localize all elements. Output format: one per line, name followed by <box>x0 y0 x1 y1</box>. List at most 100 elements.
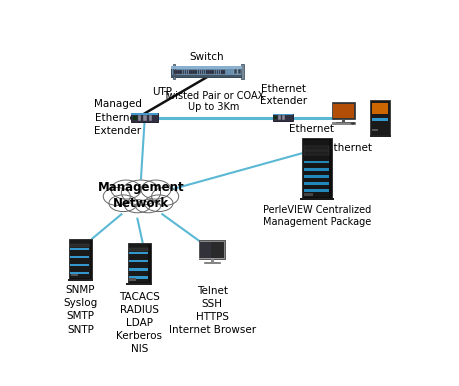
Bar <box>274 114 293 121</box>
Bar <box>304 151 329 154</box>
Bar <box>342 119 345 122</box>
Bar <box>200 242 211 258</box>
Bar <box>69 239 92 279</box>
Bar <box>129 278 136 281</box>
Bar <box>171 66 242 69</box>
Ellipse shape <box>351 122 355 124</box>
Text: SNMP
Syslog
SMTP
SNTP: SNMP Syslog SMTP SNTP <box>63 285 98 335</box>
Ellipse shape <box>145 195 173 212</box>
Ellipse shape <box>151 188 179 205</box>
Ellipse shape <box>111 180 141 199</box>
Bar <box>71 274 78 276</box>
Ellipse shape <box>125 200 150 213</box>
Bar <box>197 69 199 74</box>
Bar <box>171 75 242 77</box>
Bar <box>129 268 148 271</box>
Bar <box>278 115 281 120</box>
Bar <box>304 146 329 150</box>
Bar <box>129 248 148 251</box>
Bar <box>204 262 220 263</box>
Bar <box>208 69 210 74</box>
Bar <box>143 115 147 120</box>
Bar <box>129 276 148 279</box>
Bar <box>206 69 207 74</box>
Bar <box>204 69 206 74</box>
Bar <box>332 102 355 119</box>
Bar <box>215 69 216 74</box>
Text: Telnet
SSH
HTTPS
Internet Browser: Telnet SSH HTTPS Internet Browser <box>168 286 256 335</box>
Bar <box>185 69 186 74</box>
Bar <box>174 69 176 74</box>
Bar <box>332 122 355 124</box>
Bar <box>211 259 214 262</box>
Text: Switch: Switch <box>190 52 224 62</box>
Bar <box>221 69 223 74</box>
Bar <box>213 69 214 74</box>
Text: Ethernet: Ethernet <box>326 143 372 153</box>
Bar <box>304 193 313 196</box>
Bar <box>196 69 197 74</box>
Bar <box>369 135 391 137</box>
Ellipse shape <box>109 195 137 212</box>
Bar <box>191 69 193 74</box>
Bar <box>199 258 225 259</box>
Bar <box>219 69 220 74</box>
Bar <box>126 283 152 285</box>
Bar <box>238 69 241 74</box>
Bar <box>199 239 225 259</box>
Bar <box>274 116 277 119</box>
Bar <box>70 244 90 247</box>
Bar <box>70 264 90 266</box>
Bar <box>200 69 201 74</box>
Bar <box>138 115 141 120</box>
Bar <box>202 69 203 74</box>
Bar <box>304 182 329 185</box>
Bar <box>302 139 332 198</box>
Bar <box>333 105 354 119</box>
Bar <box>129 252 148 254</box>
Bar <box>303 140 329 197</box>
Text: UTP: UTP <box>152 87 172 97</box>
Bar <box>241 64 244 79</box>
Bar <box>180 69 182 74</box>
Bar <box>372 119 388 121</box>
Bar <box>304 190 329 192</box>
Bar <box>274 114 293 115</box>
Bar <box>336 122 352 123</box>
Bar <box>193 69 195 74</box>
Bar <box>210 69 212 74</box>
Bar <box>129 260 148 262</box>
Bar <box>133 115 136 120</box>
Bar <box>70 272 90 274</box>
Bar <box>67 279 94 281</box>
Bar <box>131 113 158 115</box>
Bar <box>304 175 329 178</box>
Bar <box>372 103 388 114</box>
Bar <box>179 69 180 74</box>
Bar <box>372 129 378 131</box>
Ellipse shape <box>121 180 161 205</box>
Text: Twisted Pair or COAX
Up to 3Km: Twisted Pair or COAX Up to 3Km <box>163 91 264 112</box>
Bar <box>223 69 224 74</box>
Bar <box>370 100 390 135</box>
Bar <box>304 161 329 163</box>
Text: Managed
Ethernet
Extender: Managed Ethernet Extender <box>94 100 142 136</box>
Bar <box>173 64 175 79</box>
Bar <box>131 113 158 122</box>
Bar <box>70 256 90 258</box>
Bar <box>70 240 90 278</box>
Ellipse shape <box>141 180 171 199</box>
Bar <box>217 69 218 74</box>
Bar <box>176 69 178 74</box>
Text: Management
Network: Management Network <box>98 181 184 210</box>
Bar <box>128 243 151 283</box>
Text: TACACS
RADIUS
LDAP
Kerberos
NIS: TACACS RADIUS LDAP Kerberos NIS <box>116 291 162 354</box>
Bar <box>183 69 184 74</box>
Bar <box>282 115 285 120</box>
Ellipse shape <box>103 188 130 205</box>
Bar <box>70 248 90 250</box>
Bar <box>189 69 190 74</box>
Bar <box>129 244 148 282</box>
Bar <box>200 242 224 258</box>
Bar <box>304 168 329 171</box>
